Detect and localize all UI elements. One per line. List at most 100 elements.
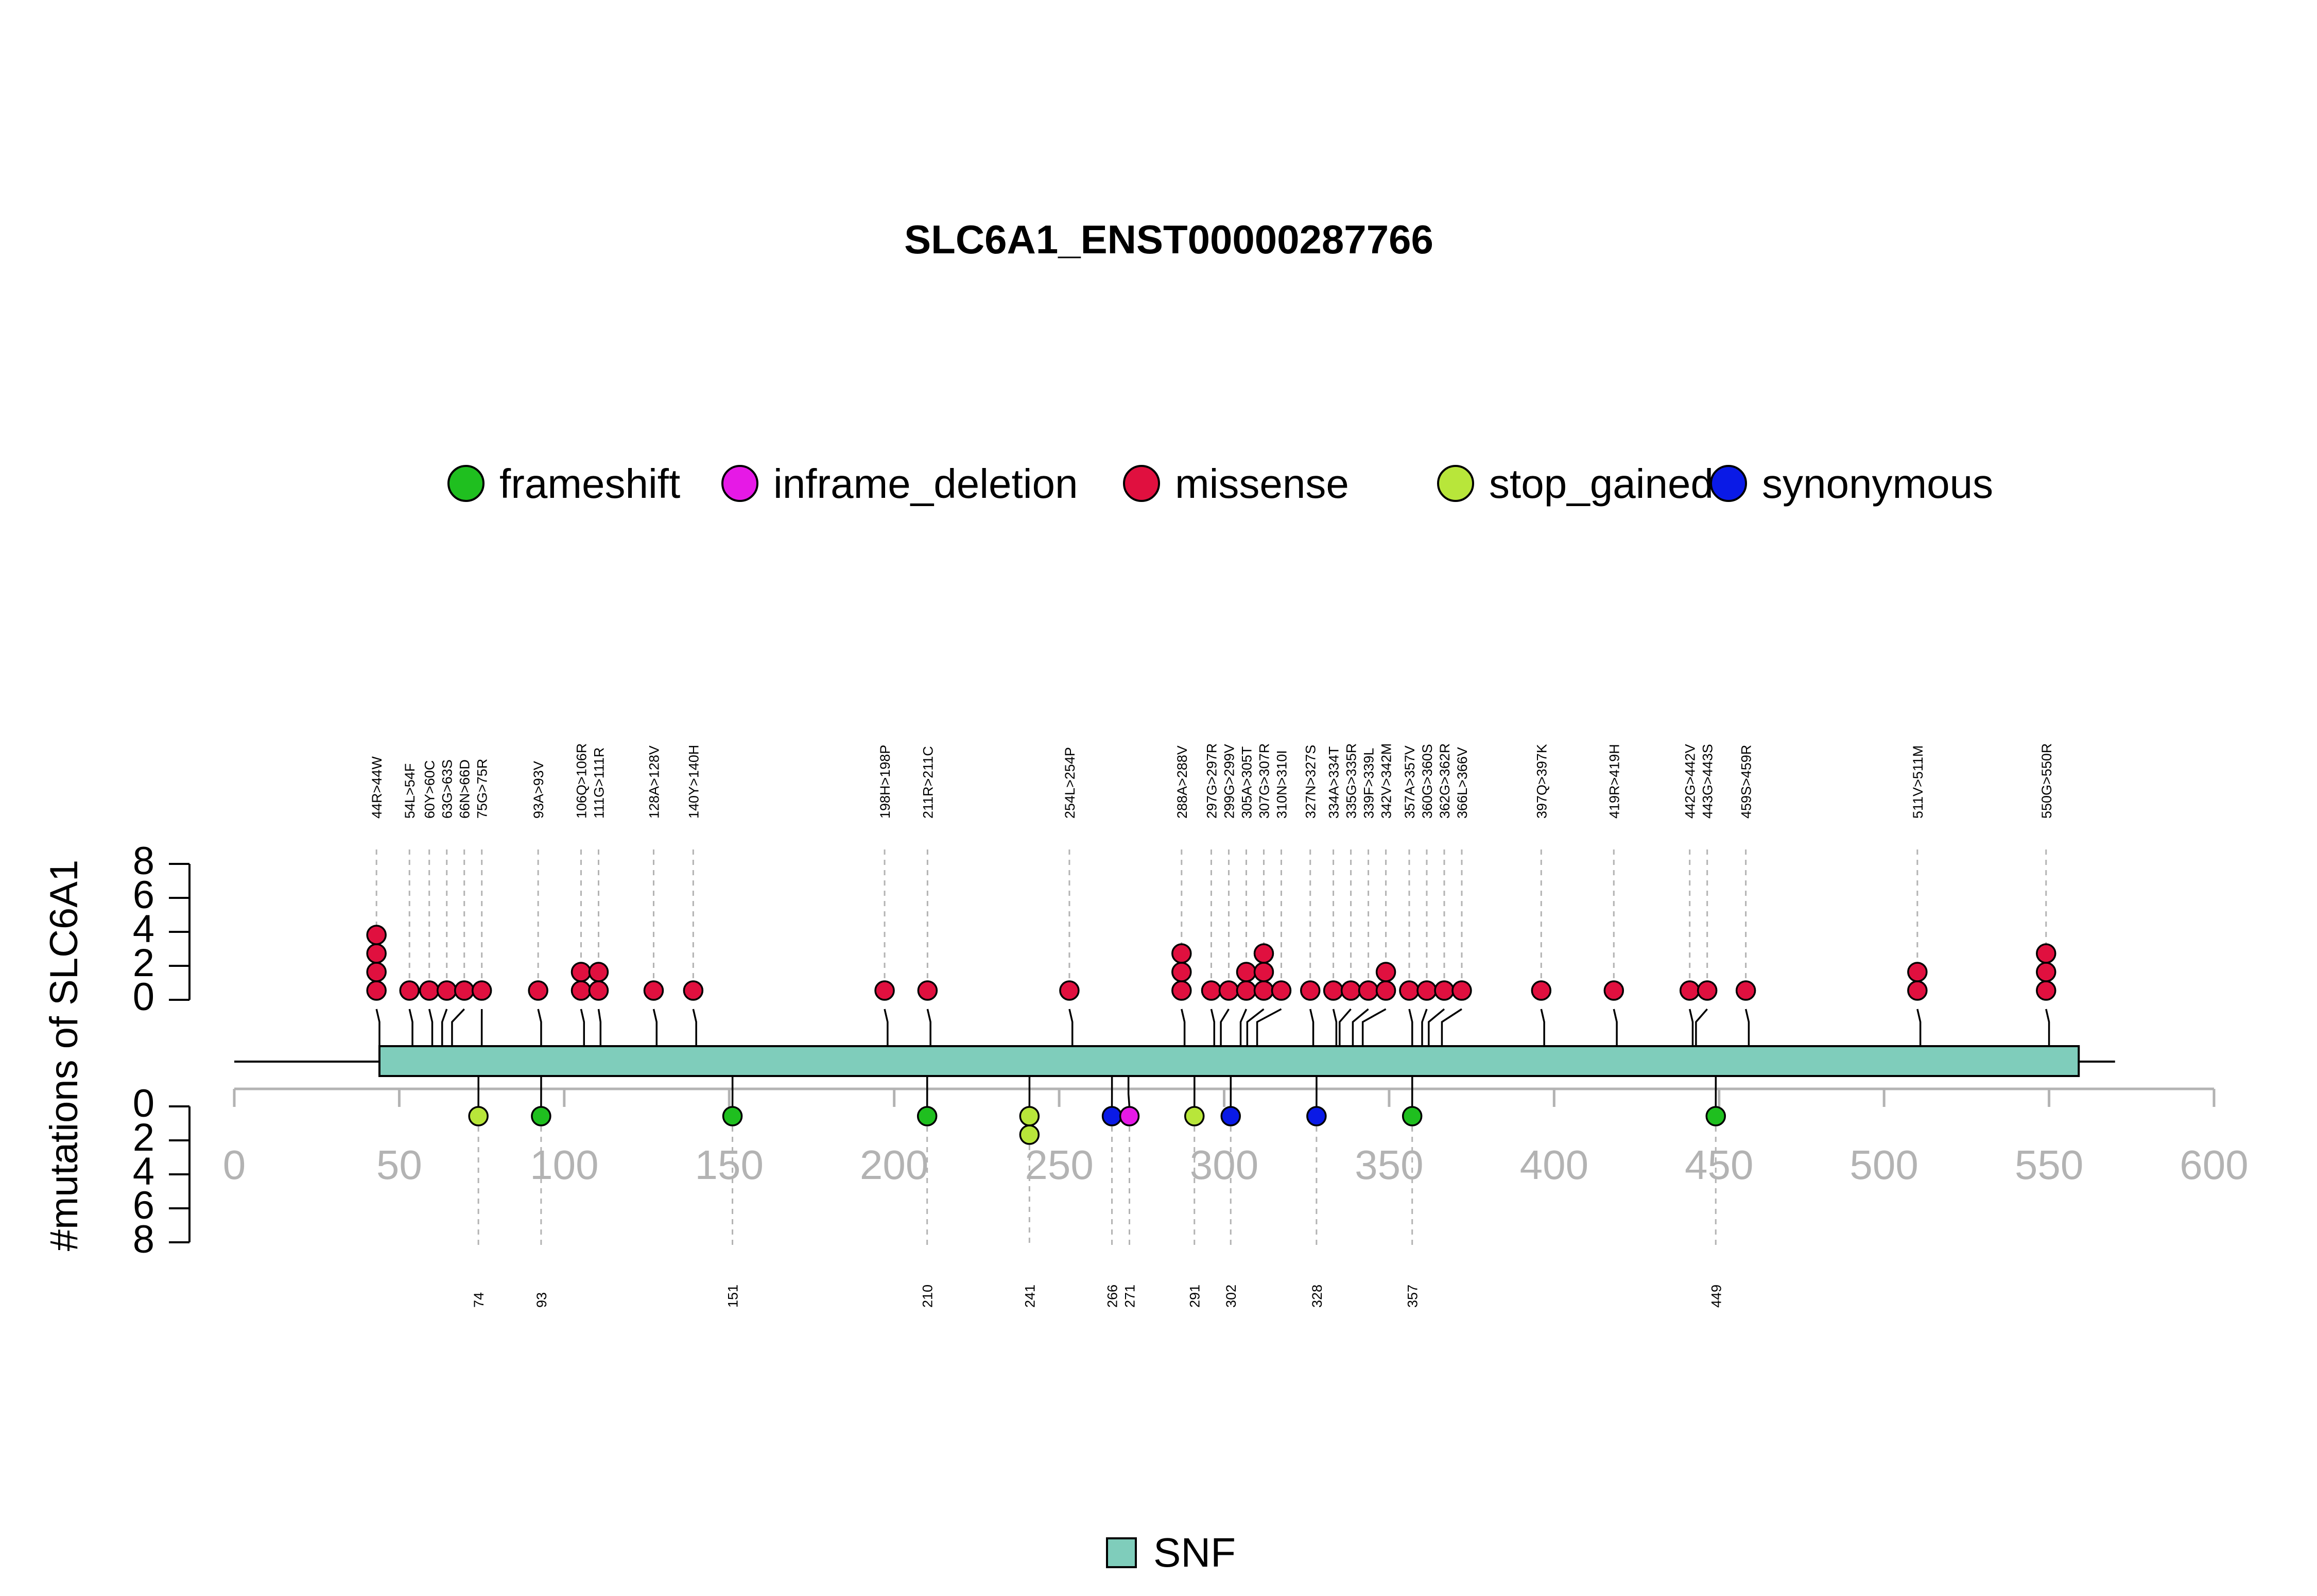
chart-legend: frameshift inframe_deletion missense stop_g… (447, 461, 1993, 507)
lollipop-top: 443G>443S (1695, 744, 1718, 1046)
mutation-point (528, 980, 548, 1001)
lollipop-top: 360G>360S (1416, 744, 1437, 1046)
mutation-label: 198H>198P (877, 745, 893, 819)
y-tick-label: 6 (133, 873, 154, 917)
mutation-point (436, 980, 457, 1001)
mutation-point (1119, 1106, 1140, 1126)
legend-swatch-inframe_deletion (721, 465, 758, 502)
mutation-label: 254L>254P (1062, 747, 1078, 819)
x-tick-label: 550 (2015, 1142, 2083, 1188)
mutation-point (366, 925, 387, 945)
x-tick-label: 500 (1849, 1142, 1918, 1188)
mutation-point (917, 980, 938, 1001)
mutation-point (1399, 980, 1420, 1001)
lollipop-stem (1361, 1008, 1387, 1046)
mutation-point (1358, 980, 1379, 1001)
lollipop-stem (1441, 1008, 1462, 1046)
mutation-label: 362G>362R (1437, 743, 1453, 819)
chart-title: SLC6A1_ENST00000287766 (904, 217, 1433, 262)
lollipop-top: 366L>366V (1441, 747, 1472, 1046)
mutation-point (1019, 1124, 1040, 1145)
mutation-point (1402, 1106, 1423, 1126)
mutation-point (1340, 980, 1361, 1001)
domain-SNF (378, 1045, 2080, 1077)
lollipop-top: 307G>307R (1246, 743, 1274, 1046)
lollipop-top: 63G>63S (436, 759, 457, 1046)
lollipop-bottom: 210 (917, 1076, 938, 1308)
lollipop-bottom: 291 (1184, 1076, 1205, 1308)
lollipop-top: 459S>459R (1735, 745, 1756, 1046)
lollipop-stem (652, 1009, 658, 1046)
mutation-point (1375, 980, 1396, 1001)
mutation-point (683, 980, 704, 1001)
mutation-point (2036, 943, 2056, 964)
lollipop-stem (1613, 1009, 1618, 1046)
lollipop-top: 419R>419H (1603, 744, 1624, 1046)
mutation-label: 128A>128V (646, 745, 662, 819)
lollipop-bottom: 266 (1101, 1076, 1122, 1308)
mutation-point (1218, 980, 1239, 1001)
lollipop-top: 211R>211C (917, 746, 938, 1046)
lollipop-top: 327N>327S (1300, 745, 1321, 1046)
mutation-label: 459S>459R (1739, 745, 1754, 819)
mutation-point (1201, 980, 1222, 1001)
mutation-label: 66N>66D (457, 759, 473, 819)
lollipop-stem (1127, 1076, 1131, 1107)
mutation-point (588, 980, 609, 1001)
mutation-point (1271, 980, 1292, 1001)
lollipop-stem (1220, 1009, 1230, 1046)
mutation-point (1171, 980, 1192, 1001)
x-tick-label: 0 (223, 1142, 246, 1188)
lollipop-top: 297G>297R (1201, 743, 1222, 1046)
lollipop-top: 93A>93V (528, 761, 548, 1046)
x-tick-label: 450 (1685, 1142, 1753, 1188)
lollipop-stem (1256, 1008, 1282, 1046)
lollipop-stem (884, 1009, 889, 1046)
mutation-point (1184, 1106, 1205, 1126)
lollipop-stem (1068, 1009, 1074, 1046)
mutation-point (1679, 980, 1700, 1001)
lollipop-bottom: 357 (1402, 1076, 1423, 1308)
mutation-point (1434, 980, 1455, 1001)
mutation-point (1306, 1106, 1327, 1126)
x-tick-label: 300 (1190, 1142, 1258, 1188)
mutation-label: 302 (1223, 1285, 1239, 1308)
lollipop-stem (1309, 1009, 1315, 1046)
lollipop-stem (1695, 1008, 1708, 1046)
lollipop-top: 54L>54F (399, 764, 420, 1046)
lollipop-stem (1421, 1009, 1428, 1046)
mutation-label: 449 (1708, 1285, 1724, 1308)
mutation-label: 63G>63S (440, 759, 455, 819)
lollipop-stem (428, 1009, 434, 1046)
mutation-label: 151 (725, 1285, 741, 1308)
mutation-point (570, 980, 592, 1001)
mutation-point (454, 980, 475, 1001)
lollipop-stem (408, 1009, 413, 1046)
mutation-point (1531, 980, 1552, 1001)
mutation-label: 106Q>106R (574, 743, 589, 819)
mutation-point (468, 1106, 489, 1126)
legend-swatch-stop_gained (1437, 465, 1474, 502)
mutation-label: 271 (1122, 1285, 1138, 1308)
lollipop-stem (1916, 1009, 1922, 1046)
mutation-label: 335G>335R (1344, 743, 1359, 819)
mutation-label: 360G>360S (1420, 744, 1435, 819)
lollipop-stem (451, 1008, 465, 1046)
mutation-point (1705, 1106, 1726, 1126)
y-tick-label: 4 (133, 1150, 154, 1193)
mutation-point (1019, 1106, 1040, 1126)
mutation-point (1253, 980, 1274, 1001)
lollipop-stem (580, 1009, 585, 1046)
x-tick-label: 250 (1025, 1142, 1093, 1188)
x-tick-label: 50 (376, 1142, 422, 1188)
mutation-label: 93 (534, 1292, 549, 1308)
mutation-label: 366L>366V (1455, 747, 1470, 819)
mutation-point (366, 962, 387, 982)
lollipop-stem (1744, 1009, 1750, 1046)
x-tick-label: 350 (1355, 1142, 1423, 1188)
mutation-point (1697, 980, 1718, 1001)
